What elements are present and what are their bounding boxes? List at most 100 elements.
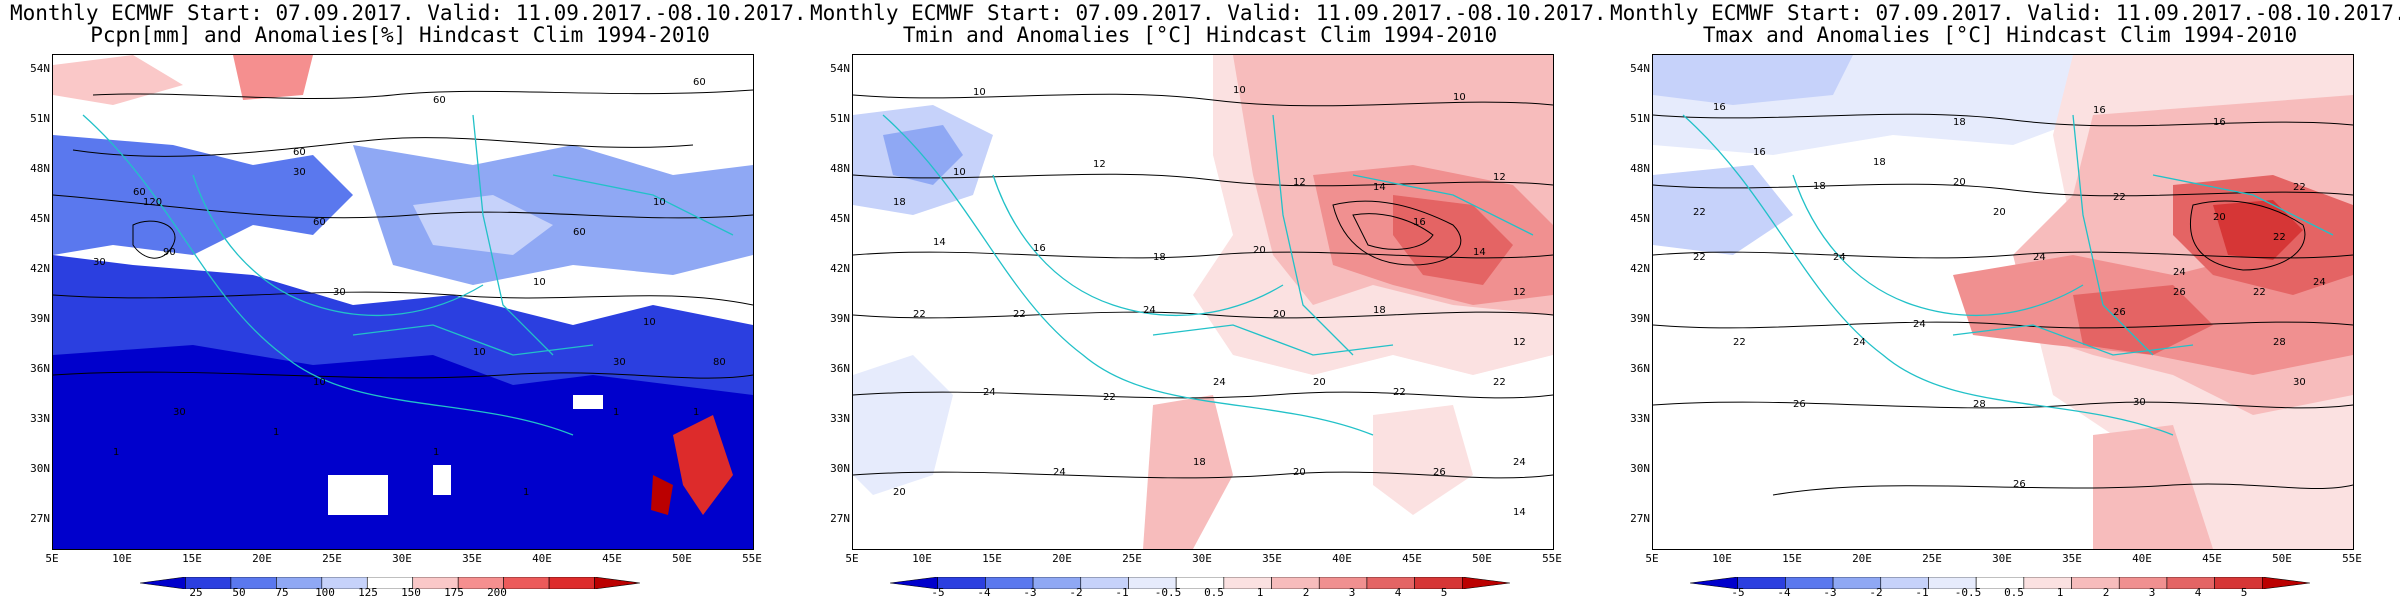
contour-label: 24 — [1143, 305, 1156, 316]
colorbar-segment — [1462, 576, 1511, 590]
lat-tick-label: 30N — [30, 462, 50, 475]
contour-label: 24 — [1513, 457, 1526, 468]
colorbar-tick-label: -0.5 — [1954, 586, 1982, 599]
contour-label: 60 — [693, 77, 706, 88]
colorbar-tick-label: 0.5 — [2004, 586, 2024, 599]
lat-tick-label: 33N — [830, 412, 850, 425]
colorbar-tick-label: 150 — [401, 586, 421, 599]
contour-label: 24 — [1833, 252, 1846, 263]
contour-label: 22 — [1693, 207, 1706, 218]
lon-tick-label: 25E — [1122, 552, 1142, 565]
colorbar-tick-label: 2 — [1302, 586, 1310, 599]
lon-tick-label: 5E — [845, 552, 859, 565]
colorbar — [1689, 574, 2311, 593]
contour-label: 28 — [1973, 399, 1986, 410]
lon-tick-label: 50E — [1472, 552, 1492, 565]
lon-tick-label: 35E — [1262, 552, 1282, 565]
lat-tick-label: 36N — [30, 362, 50, 375]
contour-label: 20 — [1273, 309, 1286, 320]
contour-label: 1 — [693, 407, 699, 418]
lat-tick-label: 27N — [1630, 512, 1650, 525]
lon-tick-label: 45E — [602, 552, 622, 565]
panel-title: Monthly ECMWF Start: 07.09.2017. Valid: … — [10, 1, 807, 25]
contour-label: 22 — [1393, 387, 1406, 398]
contour-label: 18 — [1153, 252, 1166, 263]
contour-label: 20 — [1993, 207, 2006, 218]
contour-label: 30 — [333, 287, 346, 298]
map-canvas: 10 10 10 12 12 14 12 14 16 18 20 22 22 2… — [853, 55, 1553, 549]
contour-label: 16 — [1713, 102, 1726, 113]
contour-label: 24 — [1853, 337, 1866, 348]
contour-label: 26 — [1433, 467, 1446, 478]
contour-label: 12 — [1093, 159, 1106, 170]
lon-tick-label: 10E — [112, 552, 132, 565]
contour-label: 24 — [2033, 252, 2046, 263]
contour-label: 20 — [1293, 467, 1306, 478]
lon-tick-label: 30E — [1992, 552, 2012, 565]
contour-label: 26 — [1793, 399, 1806, 410]
panel-subtitle: Tmax and Anomalies [°C] Hindcast Clim 19… — [1702, 23, 2298, 47]
colorbar-tick-label: -2 — [1869, 586, 1883, 599]
lon-tick-label: 35E — [462, 552, 482, 565]
lon-tick-label: 55E — [1542, 552, 1562, 565]
contour-label: 28 — [2273, 337, 2286, 348]
contour-label: 16 — [1413, 217, 1426, 228]
lat-tick-label: 51N — [1630, 112, 1650, 125]
lon-tick-label: 5E — [45, 552, 59, 565]
contour-label: 18 — [1813, 181, 1826, 192]
lon-tick-label: 55E — [2342, 552, 2362, 565]
contour-label: 12 — [1493, 172, 1506, 183]
lon-tick-label: 20E — [252, 552, 272, 565]
colorbar-segment — [594, 576, 641, 590]
lon-tick-label: 45E — [1402, 552, 1422, 565]
lon-tick-label: 15E — [1782, 552, 1802, 565]
contour-label: 30 — [613, 357, 626, 368]
contour-label: 10 — [313, 377, 326, 388]
contour-label: 24 — [2173, 267, 2186, 278]
contour-label: 26 — [2013, 479, 2026, 490]
contour-label: 12 — [1293, 177, 1306, 188]
lat-tick-label: 45N — [30, 212, 50, 225]
contour-label: 1 — [523, 487, 529, 498]
contour-label: 22 — [1693, 252, 1706, 263]
contour-label: 1 — [433, 447, 439, 458]
tmin-map: 10 10 10 12 12 14 12 14 16 18 20 22 22 2… — [852, 54, 1554, 550]
contour-label: 12 — [1513, 287, 1526, 298]
panel-title: Monthly ECMWF Start: 07.09.2017. Valid: … — [1610, 1, 2400, 25]
colorbar-tick-label: 50 — [232, 586, 246, 599]
lon-tick-label: 40E — [1332, 552, 1352, 565]
lat-tick-label: 42N — [30, 262, 50, 275]
colorbar-tick-label: -4 — [977, 586, 991, 599]
colorbar-graphic — [139, 576, 641, 590]
contour-label: 80 — [713, 357, 726, 368]
lon-tick-label: 45E — [2202, 552, 2222, 565]
contour-label: 22 — [1013, 309, 1026, 320]
lat-tick-label: 30N — [1630, 462, 1650, 475]
lon-tick-label: 25E — [1922, 552, 1942, 565]
lat-tick-label: 54N — [1630, 62, 1650, 75]
colorbar-tick-label: 200 — [487, 586, 507, 599]
contour-label: 22 — [1733, 337, 1746, 348]
colorbar-tick-label: 3 — [1348, 586, 1356, 599]
contour-label: 20 — [2213, 212, 2226, 223]
lat-tick-label: 51N — [830, 112, 850, 125]
lon-tick-label: 20E — [1852, 552, 1872, 565]
lat-tick-label: 36N — [830, 362, 850, 375]
contour-label: 20 — [1953, 177, 1966, 188]
contour-label: 20 — [893, 487, 906, 498]
panel-tmin: Monthly ECMWF Start: 07.09.2017. Valid: … — [810, 0, 1607, 600]
contour-label: 10 — [473, 347, 486, 358]
contour-label: 1 — [113, 447, 119, 458]
lon-tick-label: 20E — [1052, 552, 1072, 565]
lon-tick-label: 55E — [742, 552, 762, 565]
lat-tick-label: 33N — [30, 412, 50, 425]
lon-tick-label: 40E — [532, 552, 552, 565]
lat-tick-label: 39N — [30, 312, 50, 325]
contour-label: 18 — [1373, 305, 1386, 316]
lon-tick-label: 5E — [1645, 552, 1659, 565]
lon-tick-label: 25E — [322, 552, 342, 565]
colorbar-tick-label: 1 — [1256, 586, 1264, 599]
contour-label: 30 — [293, 167, 306, 178]
contour-label: 30 — [2133, 397, 2146, 408]
colorbar-tick-label: 4 — [1394, 586, 1402, 599]
